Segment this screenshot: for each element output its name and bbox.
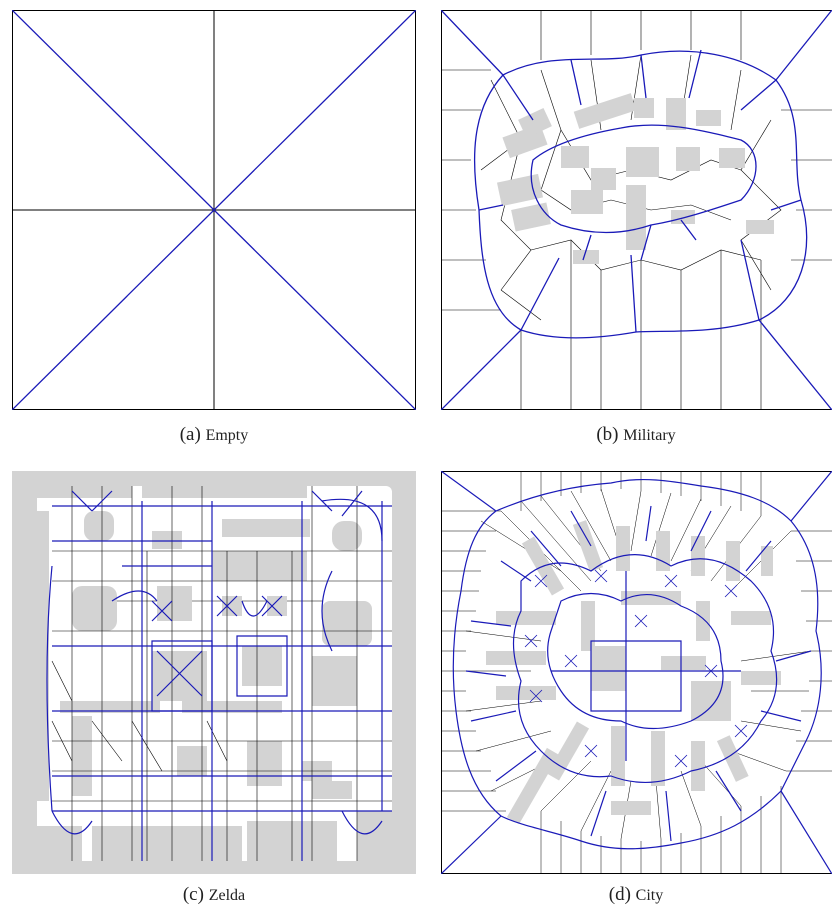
empty-diagram — [12, 10, 416, 410]
caption-zelda: (c) Zelda — [12, 884, 416, 906]
caption-empty: (a) Empty — [12, 424, 416, 446]
caption-letter: (b) — [596, 424, 619, 445]
panel-military — [441, 10, 832, 410]
caption-name: Zelda — [208, 887, 246, 904]
panel-city — [441, 471, 832, 874]
caption-name: Military — [623, 427, 676, 444]
obstacles — [486, 520, 781, 825]
panel-empty — [12, 10, 416, 410]
medial-axis-clusters — [524, 569, 748, 768]
zelda-diagram — [12, 471, 416, 874]
medial-axis — [441, 10, 832, 410]
obstacles — [37, 486, 416, 861]
caption-name: City — [635, 887, 664, 904]
caption-letter: (a) — [179, 424, 201, 445]
caption-letter: (d) — [608, 884, 631, 905]
medial-axis-diagonal-2 — [12, 10, 416, 410]
decomposition-edges — [441, 471, 832, 874]
medial-axis — [441, 471, 832, 874]
caption-letter: (c) — [182, 884, 204, 905]
caption-military: (b) Military — [434, 424, 832, 446]
medial-axis — [46, 490, 392, 861]
caption-city: (d) City — [434, 884, 832, 906]
caption-name: Empty — [205, 427, 249, 444]
panel-zelda — [12, 471, 416, 874]
city-diagram — [441, 471, 832, 874]
military-diagram — [441, 10, 832, 410]
decomposition-edges — [441, 10, 832, 410]
obstacles — [496, 93, 774, 264]
